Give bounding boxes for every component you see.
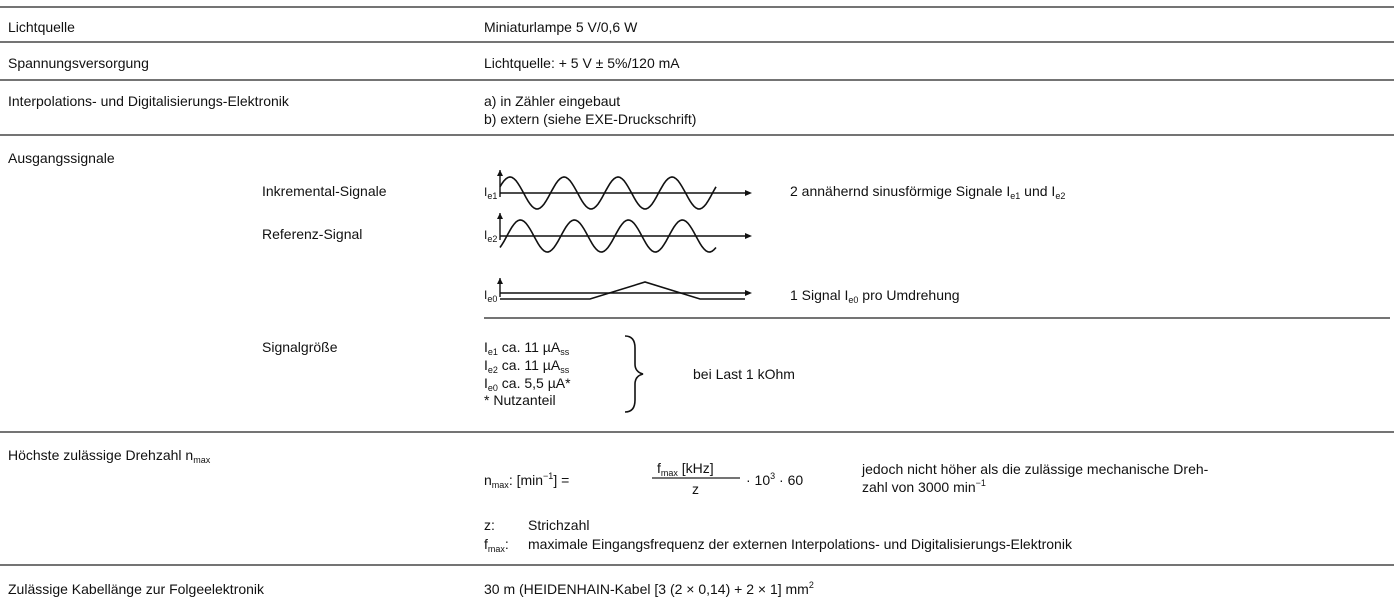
formula: fmax [kHz] — [657, 460, 714, 478]
label: Referenz-Signal — [262, 226, 363, 242]
value: Ie2 ca. 11 µAss — [484, 357, 570, 375]
waveform-part — [745, 190, 752, 196]
label: Höchste zulässige Drehzahl nmax — [8, 447, 211, 465]
value: Lichtquelle: + 5 V ± 5%/120 mA — [484, 55, 680, 71]
label: Zulässige Kabellänge zur Folgeelektronik — [8, 581, 265, 597]
label: Ausgangssignale — [8, 150, 115, 166]
brace — [624, 335, 644, 413]
key: z: — [484, 517, 495, 533]
formula: · 103 · 60 — [746, 471, 804, 489]
waveform-part — [500, 281, 745, 300]
waveform-part — [499, 219, 717, 253]
note: zahl von 3000 min−1 — [862, 478, 986, 496]
waveform-part — [497, 213, 503, 219]
description: 1 Signal Ie0 pro Umdrehung — [790, 287, 960, 305]
value: * Nutzanteil — [484, 392, 556, 408]
value: maximale Eingangsfrequenz der externen I… — [528, 536, 1072, 552]
waveforms — [497, 170, 752, 300]
value: Miniaturlampe 5 V/0,6 W — [484, 19, 638, 35]
waveform-part — [745, 290, 752, 296]
value: 30 m (HEIDENHAIN-Kabel [3 (2 × 0,14) + 2… — [484, 580, 814, 598]
waveform-part — [745, 233, 752, 239]
signal-label: Ie2 — [484, 228, 498, 244]
signal-label: Ie0 — [484, 288, 498, 304]
label: Lichtquelle — [8, 19, 75, 35]
label: Inkremental-Signale — [262, 183, 387, 199]
waveform-part — [497, 170, 503, 176]
label: Signalgröße — [262, 339, 338, 355]
value: Ie0 ca. 5,5 µA* — [484, 375, 571, 393]
formula: z — [692, 481, 699, 497]
description: 2 annähernd sinusförmige Signale Ie1 und… — [790, 183, 1066, 201]
note: bei Last 1 kOhm — [693, 366, 795, 382]
value: Strichzahl — [528, 517, 590, 533]
label: Interpolations- und Digitalisierungs-Ele… — [8, 93, 289, 109]
signal-label: Ie1 — [484, 185, 498, 201]
note: jedoch nicht höher als die zulässige mec… — [862, 461, 1209, 477]
formula: nmax: [min−1] = — [484, 471, 570, 490]
label: Spannungsversorgung — [8, 55, 149, 71]
waveform-part — [497, 278, 503, 284]
value: b) extern (siehe EXE-Druckschrift) — [484, 111, 697, 127]
key: fmax: — [484, 536, 509, 554]
value: a) in Zähler eingebaut — [484, 93, 621, 109]
waveform-part — [499, 176, 717, 210]
value: Ie1 ca. 11 µAss — [484, 339, 570, 357]
